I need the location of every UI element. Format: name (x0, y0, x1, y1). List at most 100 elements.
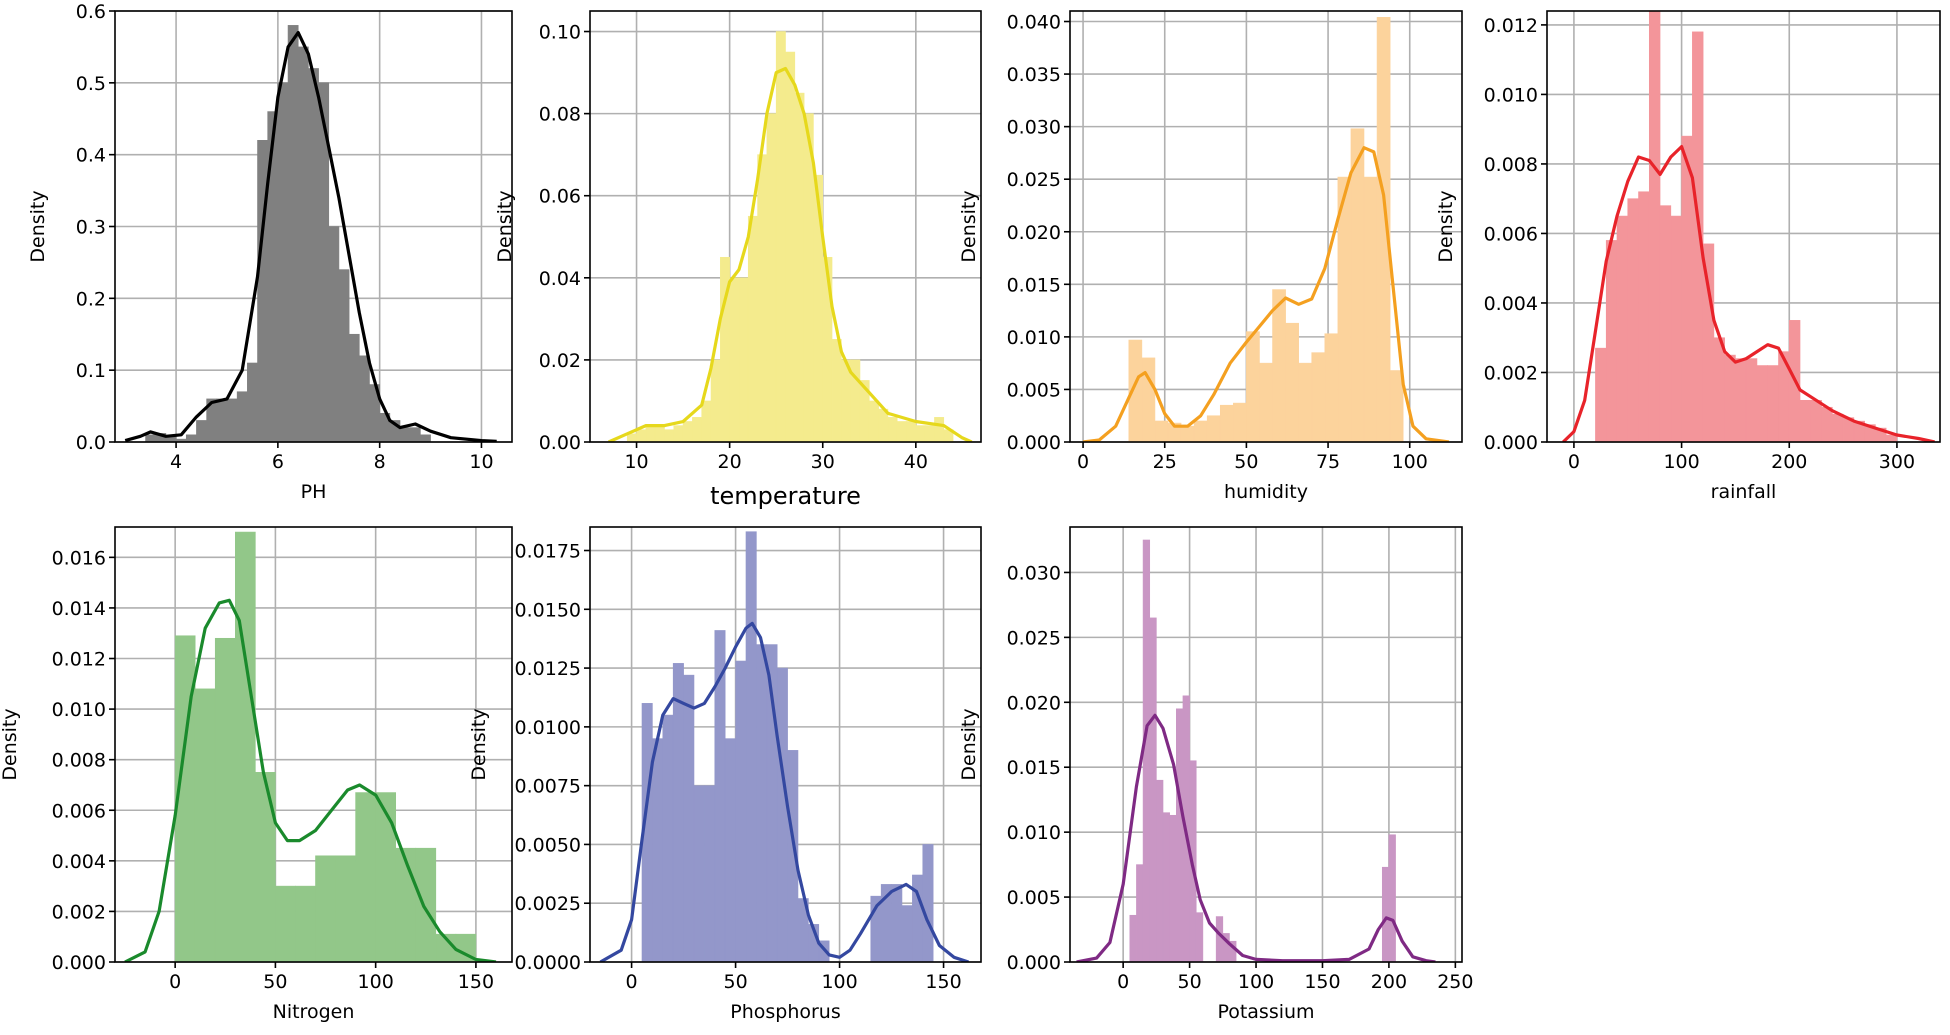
x-tick-label: 0 (1077, 451, 1089, 473)
histogram-bar (693, 785, 705, 962)
y-tick-label: 0.010 (52, 699, 106, 721)
y-tick-label: 0.0025 (515, 893, 581, 915)
x-tick-label: 200 (1771, 451, 1807, 473)
y-tick-label: 0.025 (1007, 627, 1061, 649)
y-tick-label: 0.0050 (515, 834, 581, 856)
x-tick-label: 300 (1879, 451, 1915, 473)
histogram-bar (277, 82, 289, 442)
histogram-bar (1659, 205, 1672, 442)
histogram-bar (901, 905, 913, 962)
histogram-bar (1298, 362, 1313, 442)
y-tick-label: 0.040 (1007, 12, 1061, 34)
histogram-bar (1832, 413, 1844, 442)
histogram-bar (1233, 402, 1247, 442)
x-tick-label: 30 (811, 451, 835, 473)
subplot-humidity: 0 25 50 75 100 0.000 0.005 0.010 0.015 0.020 0.025… (958, 10, 1463, 503)
y-tick-label: 0.0125 (515, 658, 581, 680)
histogram-bar (226, 398, 238, 442)
histogram-bar (275, 885, 296, 962)
histogram-bar (915, 425, 926, 442)
x-tick-label: 100 (1392, 451, 1428, 473)
y-tick-label: 0.014 (52, 598, 106, 620)
y-tick-label: 0.002 (1484, 362, 1538, 384)
kde-line (1076, 713, 1436, 962)
subplot-potassium: 0 50 100 150 200 250 0.000 0.005 0.010 0.015 0.020… (958, 526, 1473, 1023)
histogram-bar (701, 400, 712, 442)
subplot-phosphorus: 0 50 100 150 0.0000 0.0025 0.0050 0.0075 0.0100 0… (468, 526, 982, 1023)
y-tick-label: 0.000 (1007, 432, 1061, 454)
x-tick-label: 100 (821, 971, 857, 993)
axes-frame (589, 526, 982, 963)
y-tick-label: 0.005 (1007, 379, 1061, 401)
histogram-bar (1246, 331, 1260, 442)
histogram-bar (415, 847, 437, 962)
y-tick-label: 0.00 (539, 432, 581, 454)
y-tick-label: 0.020 (1007, 692, 1061, 714)
y-tick-label: 0.030 (1007, 117, 1061, 139)
subplot-rainfall: 0 100 200 300 0.000 0.002 0.004 0.006 0.008 0.010… (1435, 10, 1941, 503)
y-tick-label: 0.004 (52, 851, 106, 873)
histogram-bar (683, 674, 695, 962)
histogram-bar (1638, 191, 1650, 442)
y-tick-label: 0.030 (1007, 562, 1061, 584)
y-tick-label: 0.008 (1484, 154, 1538, 176)
x-tick-label: 50 (723, 971, 747, 993)
histogram-bar (355, 792, 376, 962)
histogram-bar (1713, 337, 1725, 442)
histogram-bar (1735, 358, 1747, 442)
y-tick-label: 0.010 (1007, 327, 1061, 349)
histogram-bar (328, 226, 340, 442)
histogram-bar (1136, 864, 1144, 962)
histogram-bar (1605, 240, 1618, 442)
histogram-bar (745, 531, 757, 962)
y-tick-label: 0.0075 (515, 776, 581, 798)
histogram-bar (359, 355, 370, 442)
y-tick-label: 0.02 (539, 350, 581, 372)
histogram-bar (692, 417, 703, 442)
x-tick-label: 150 (458, 971, 494, 993)
histogram-bar (247, 362, 258, 442)
histogram-bar (673, 425, 684, 442)
y-tick-label: 0.0150 (515, 599, 581, 621)
x-tick-label: 4 (170, 451, 182, 473)
histogram-bar (1180, 425, 1195, 442)
y-tick-label: 0.3 (76, 217, 106, 239)
y-tick-label: 0.015 (1007, 274, 1061, 296)
histogram-bar (775, 31, 786, 442)
histogram-bar (1285, 322, 1299, 442)
histogram-bar (922, 844, 934, 962)
x-tick-label: 75 (1316, 451, 1340, 473)
x-axis-label: Potassium (1217, 1001, 1314, 1023)
histogram-bar (785, 51, 796, 442)
histogram-bar (735, 660, 747, 962)
x-tick-label: 150 (925, 971, 961, 993)
histogram-bar (738, 277, 749, 442)
histogram-bar (399, 427, 411, 442)
axes-frame (1069, 10, 1463, 443)
x-tick-label: 50 (263, 971, 287, 993)
histogram-bar (664, 429, 675, 442)
kde-line (124, 598, 497, 962)
histogram-bar (934, 417, 945, 442)
x-tick-label: 0 (1568, 451, 1580, 473)
histogram-bar (1692, 31, 1704, 442)
y-tick-label: 0.005 (1007, 887, 1061, 909)
x-tick-label: 40 (904, 451, 928, 473)
kde-line (1562, 145, 1935, 442)
histogram-bar (216, 398, 228, 442)
kde-line (607, 66, 973, 442)
histogram-bar (338, 269, 350, 442)
y-tick-label: 0.006 (52, 800, 106, 822)
histogram-bar (194, 688, 216, 962)
y-tick-label: 0.012 (52, 649, 106, 671)
y-tick-label: 0.08 (539, 104, 581, 126)
histogram-bar (196, 420, 207, 442)
axes-frame (114, 526, 513, 963)
y-tick-label: 0.4 (76, 145, 106, 167)
x-axis-label: humidity (1224, 481, 1308, 503)
histogram-bar (315, 855, 336, 962)
histogram-bar (236, 391, 248, 442)
y-tick-label: 0.06 (539, 186, 581, 208)
histogram-bar (409, 427, 421, 442)
histogram-bar (724, 738, 736, 962)
